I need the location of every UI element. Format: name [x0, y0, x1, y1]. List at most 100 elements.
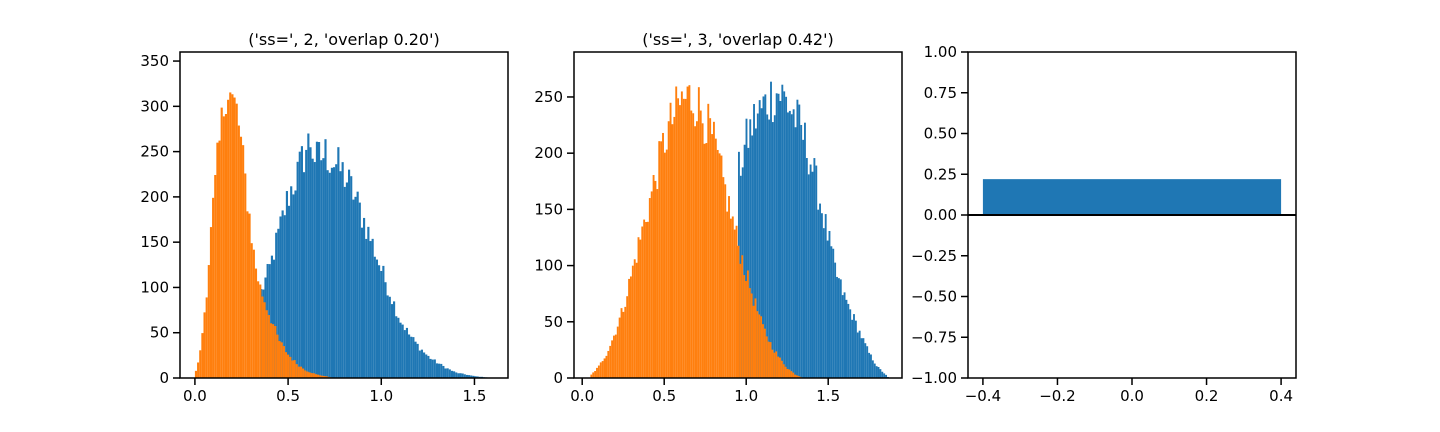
x-tick-label: 0.5 [276, 387, 300, 405]
histogram-bin [319, 375, 322, 378]
histogram-bin [476, 376, 479, 378]
histogram-bin [601, 361, 604, 378]
histogram-bin [244, 173, 247, 378]
histogram-bin [197, 362, 200, 378]
histogram-bin [312, 373, 315, 378]
histogram-bin [203, 312, 206, 378]
histogram-bin [618, 317, 621, 378]
histogram-bin [775, 93, 778, 378]
histogram-bin [756, 113, 759, 378]
histogram-bin [705, 143, 708, 378]
histogram-bin [747, 147, 750, 378]
histogram-bin [843, 292, 846, 378]
histogram-bin [242, 145, 245, 378]
histogram-bin [669, 102, 672, 378]
histogram-bin [304, 370, 307, 378]
y-tick-label: 200 [140, 188, 169, 206]
histogram-bin [864, 343, 867, 378]
histogram-bin [868, 352, 871, 378]
x-tick-label: 1.5 [816, 387, 840, 405]
histogram-bin [686, 86, 689, 378]
histogram-bin [836, 276, 838, 378]
histogram-bin [762, 324, 764, 378]
histogram-bin [794, 374, 796, 378]
y-tick-label: 250 [140, 143, 169, 161]
histogram-bin [760, 316, 763, 378]
y-tick-label: 250 [534, 88, 563, 106]
histogram-bin [233, 97, 236, 378]
histogram-bin [849, 309, 852, 378]
histogram-bin [694, 126, 697, 378]
histogram-bin [879, 369, 882, 378]
histogram-bin [323, 376, 326, 378]
series-0 [260, 133, 492, 378]
histogram-bin [845, 299, 848, 378]
histogram-bin [754, 128, 757, 378]
histogram-bin [749, 119, 752, 378]
histogram-bin [729, 218, 732, 378]
histogram-bin [751, 135, 754, 378]
histogram-bin [341, 162, 344, 378]
histogram-bin [367, 226, 370, 378]
histogram-bin [798, 104, 801, 378]
x-tick-label: 0.0 [570, 387, 594, 405]
histogram-bin [856, 332, 859, 378]
histogram-bin [800, 124, 803, 378]
histogram-bin [373, 256, 376, 378]
chart-title: ('ss=', 3, 'overlap 0.42') [642, 30, 833, 49]
x-tick-label: 0.5 [652, 387, 676, 405]
y-tick-label: −0.25 [911, 247, 957, 265]
histogram-bin [284, 352, 288, 378]
histogram-bin [390, 304, 394, 378]
histogram-bin [388, 296, 391, 378]
histogram-bin [281, 210, 284, 378]
y-tick-label: 0.50 [924, 125, 957, 143]
histogram-bin [592, 372, 595, 378]
histogram-bin [358, 202, 361, 378]
histogram-bin [302, 368, 305, 378]
histogram-bin [303, 172, 306, 378]
histogram-bin [758, 314, 761, 378]
histogram-bin [325, 376, 328, 378]
histogram-bin [371, 238, 374, 378]
histogram-bin [773, 115, 776, 378]
histogram-bin [611, 340, 614, 378]
histogram-bin [752, 305, 755, 378]
histogram-bin [667, 121, 670, 378]
histogram-bin [773, 352, 776, 378]
series-1 [194, 92, 335, 378]
histogram-bin [438, 363, 441, 378]
histogram-bin [697, 87, 700, 378]
histogram-bin [296, 161, 299, 378]
histogram-bin [780, 360, 783, 378]
histogram-bin [811, 171, 814, 378]
histogram-bin [375, 259, 379, 378]
histogram-bin [231, 94, 234, 378]
y-tick-label: 50 [150, 324, 169, 342]
histogram-bin [722, 177, 725, 378]
histogram-bin [237, 125, 240, 378]
histogram-bin [745, 118, 748, 378]
y-tick-label: 0.25 [924, 165, 957, 183]
histogram-bin [854, 320, 857, 378]
histogram-bin [199, 350, 202, 378]
histogram-bin [315, 141, 319, 378]
histogram-bin [839, 279, 842, 378]
histogram-bin [726, 211, 729, 378]
histogram-bin [794, 127, 797, 378]
histogram-bin [384, 282, 387, 378]
histogram-bin [767, 341, 770, 378]
histogram-bin [276, 334, 279, 378]
x-tick-label: 1.5 [463, 387, 487, 405]
histogram-bin [254, 268, 258, 378]
x-tick-label: 1.0 [369, 387, 393, 405]
plot-area [590, 81, 889, 378]
histogram-bin [322, 158, 325, 378]
histogram-bin [641, 226, 644, 378]
histogram-bin [222, 116, 225, 378]
histogram-bin [764, 94, 767, 378]
histogram-bin [427, 355, 430, 378]
histogram-bin [735, 225, 738, 378]
histogram-bin [787, 112, 789, 378]
histogram-bin [287, 205, 291, 378]
